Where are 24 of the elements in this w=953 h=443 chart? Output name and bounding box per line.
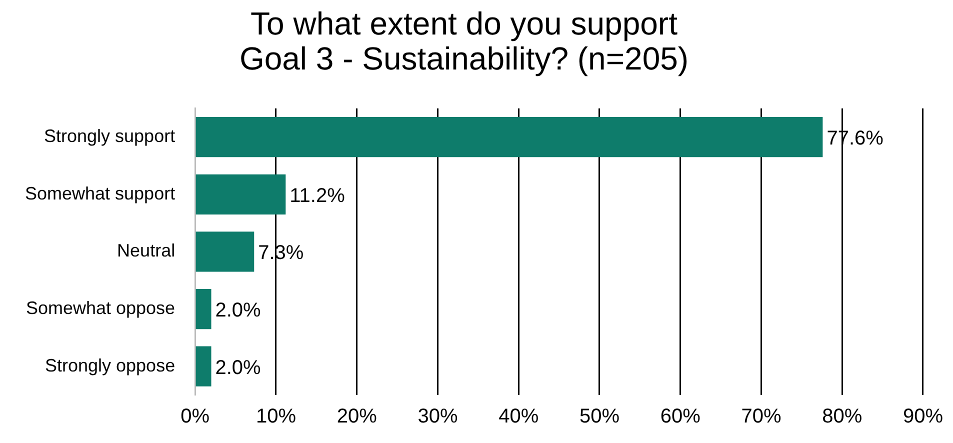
bar <box>196 346 212 386</box>
x-tick-label: 20% <box>336 406 378 428</box>
bar <box>196 117 823 158</box>
x-tick-label: 70% <box>741 406 782 428</box>
bar <box>196 288 212 330</box>
data-label: 11.2% <box>290 184 346 207</box>
y-tick-label: Somewhat oppose <box>26 298 176 318</box>
y-tick-label: Strongly oppose <box>44 355 176 376</box>
x-tick-label: 10% <box>256 406 296 428</box>
x-tick-label: 40% <box>498 406 539 428</box>
x-tick-label: 50% <box>579 406 620 428</box>
y-tick-label: Strongly support <box>44 126 176 146</box>
data-label: 2.0% <box>215 300 262 322</box>
bar <box>196 232 254 272</box>
x-tick-label: 0% <box>180 406 210 428</box>
y-tick-label: Neutral <box>117 240 176 261</box>
x-tick-label: 80% <box>822 406 862 428</box>
data-label: 2.0% <box>215 356 262 379</box>
x-tick-label: 90% <box>902 406 944 428</box>
chart-title: To what extent do you support Goal 3 - Sustainability? (n=205) <box>239 5 689 77</box>
bar <box>196 174 286 214</box>
y-tick-label: Somewhat support <box>24 183 176 204</box>
x-tick-label: 30% <box>418 406 458 428</box>
x-tick-label: 60% <box>660 406 701 428</box>
